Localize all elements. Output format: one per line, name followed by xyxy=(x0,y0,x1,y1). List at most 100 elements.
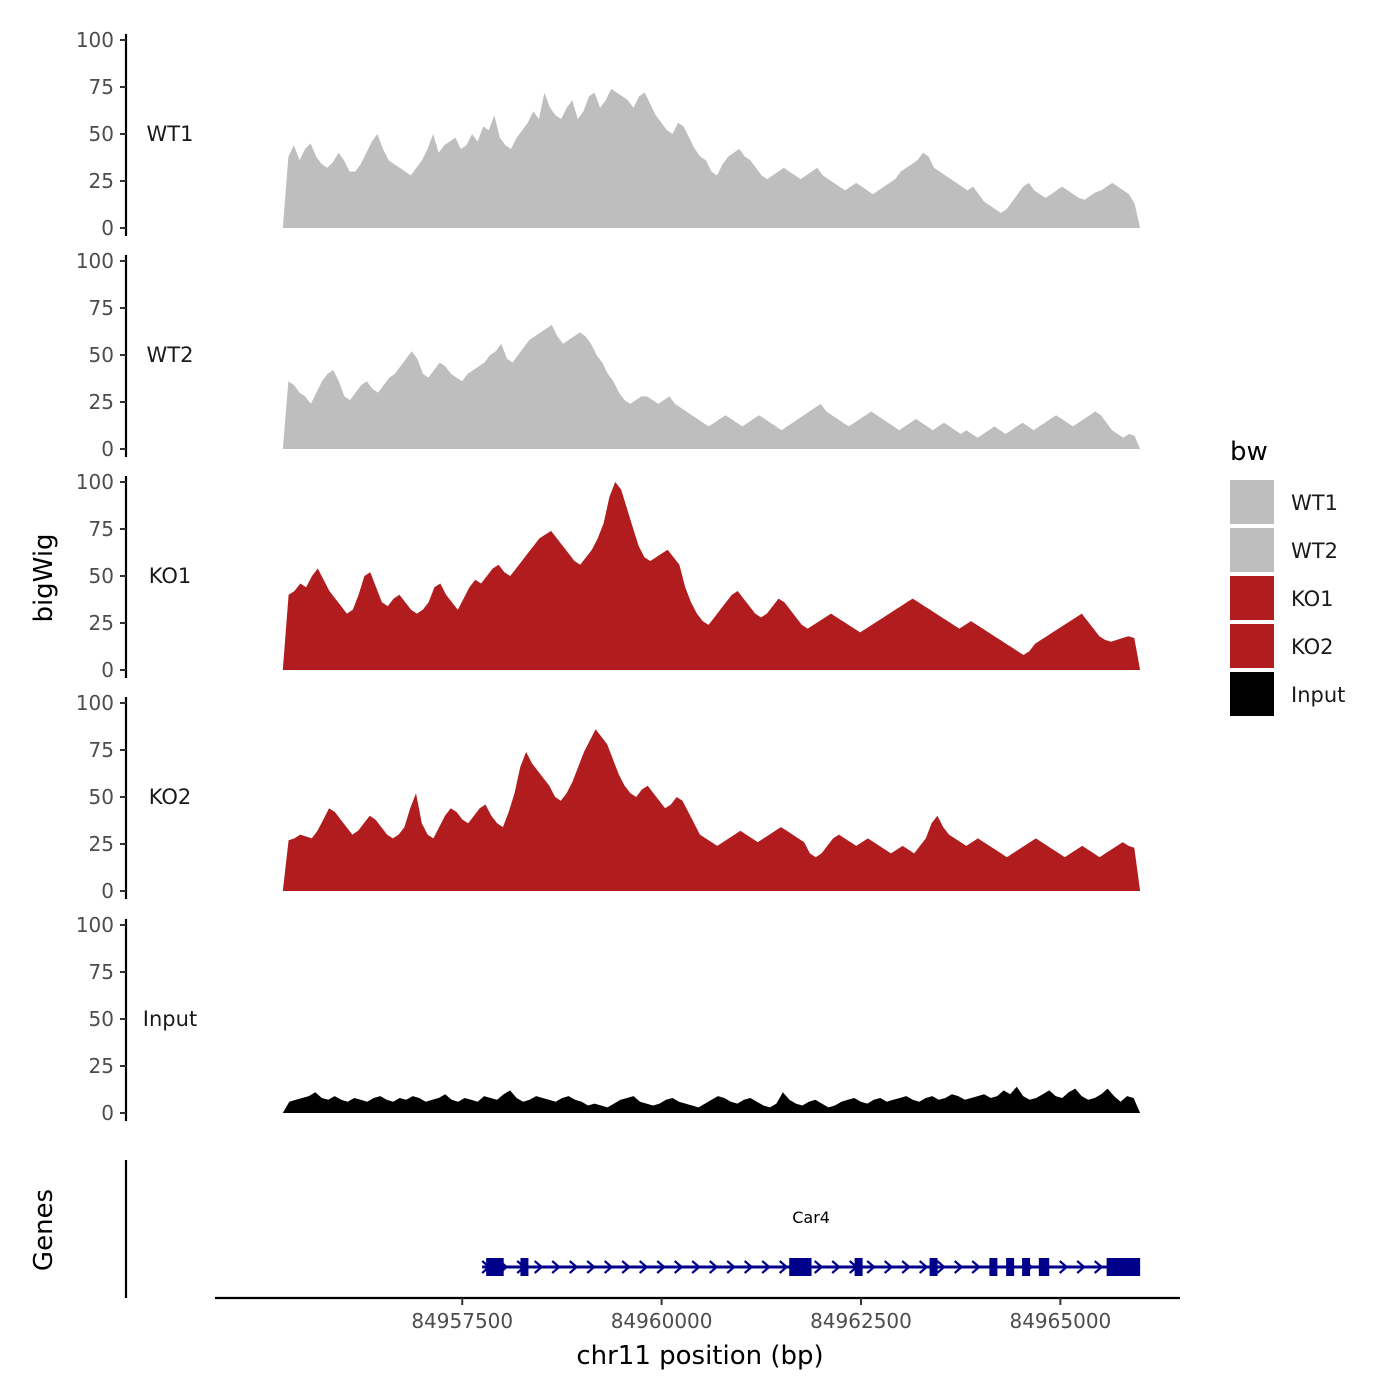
y-axis-title: bigWig xyxy=(29,533,59,622)
strand-arrow xyxy=(953,1260,964,1274)
y-tick-label: 100 xyxy=(76,913,114,937)
track-panel-wt1: 0 25 50 75 100 WT1 xyxy=(76,28,1141,240)
y-tick-label: 75 xyxy=(89,517,114,541)
track-panel-ko2: 0 25 50 75 100 KO2 xyxy=(76,691,1141,903)
legend-label: WT2 xyxy=(1291,539,1338,563)
strand-arrow xyxy=(883,1260,894,1274)
legend-key xyxy=(1230,528,1274,572)
legend-key xyxy=(1230,672,1274,716)
y-tick-label: 0 xyxy=(101,879,114,903)
y-tick-label: 75 xyxy=(89,960,114,984)
y-tick-label: 50 xyxy=(89,785,114,809)
y-tick-label: 75 xyxy=(89,296,114,320)
gene-exon xyxy=(520,1258,529,1276)
legend-key xyxy=(1230,480,1274,524)
strand-arrow xyxy=(1093,1260,1104,1274)
legend-item-input: Input xyxy=(1230,672,1345,716)
signal-area-ko1 xyxy=(282,482,1141,670)
gene-exon xyxy=(1106,1258,1141,1276)
gene-exon xyxy=(1006,1258,1015,1276)
y-tick-label: 25 xyxy=(89,169,114,193)
gene-exon xyxy=(989,1258,998,1276)
legend-item-wt2: WT2 xyxy=(1230,528,1338,572)
track-panel-ko1: 0 25 50 75 100 KO1 xyxy=(76,470,1141,682)
x-tick-label: 84957500 xyxy=(411,1309,513,1333)
y-tick-label: 100 xyxy=(76,691,114,715)
signal-area-wt2 xyxy=(282,324,1141,449)
strand-arrow xyxy=(726,1260,736,1274)
legend: WT1 WT2 KO1 KO2 Input xyxy=(1230,480,1345,716)
y-tick-label: 100 xyxy=(76,470,114,494)
y-tick-label: 50 xyxy=(89,122,114,146)
strand-arrow xyxy=(743,1260,754,1274)
genes-axis-title: Genes xyxy=(29,1189,59,1271)
x-tick-label: 84965000 xyxy=(1009,1309,1111,1333)
y-tick-label: 50 xyxy=(89,564,114,588)
strand-arrow xyxy=(638,1260,649,1274)
legend-label: KO1 xyxy=(1291,587,1334,611)
strand-arrow xyxy=(708,1260,719,1274)
strand-arrow xyxy=(691,1260,701,1274)
strand-arrow xyxy=(831,1260,841,1274)
strand-arrow xyxy=(918,1260,929,1274)
gene-exon xyxy=(789,1258,812,1276)
x-tick-label: 84962500 xyxy=(810,1309,912,1333)
y-tick-label: 75 xyxy=(89,75,114,99)
gene-exon xyxy=(1038,1258,1050,1276)
strand-arrow xyxy=(621,1260,631,1274)
strand-arrow xyxy=(761,1260,771,1274)
gene-exon xyxy=(486,1258,504,1276)
strand-arrow xyxy=(533,1260,544,1274)
x-axis-title: chr11 position (bp) xyxy=(576,1341,823,1371)
track-panel-input: 0 25 50 75 100 Input xyxy=(76,913,1141,1125)
x-axis: 84957500 84960000 84962500 84965000 xyxy=(215,1296,1180,1333)
legend-label: WT1 xyxy=(1291,491,1338,515)
legend-label: Input xyxy=(1291,683,1345,707)
strand-arrow xyxy=(586,1260,596,1274)
track-label-input: Input xyxy=(143,1007,197,1031)
legend-key xyxy=(1230,624,1274,668)
signal-area-wt1 xyxy=(282,88,1141,229)
legend-item-wt1: WT1 xyxy=(1230,480,1338,524)
y-tick-label: 50 xyxy=(89,343,114,367)
track-label-wt1: WT1 xyxy=(147,122,194,146)
y-tick-label: 25 xyxy=(89,832,114,856)
strand-arrow xyxy=(1058,1260,1069,1274)
legend-title: bw xyxy=(1230,437,1268,467)
strand-arrow xyxy=(656,1260,666,1274)
legend-item-ko2: KO2 xyxy=(1230,624,1334,668)
signal-area-input xyxy=(282,1086,1141,1113)
y-tick-label: 100 xyxy=(76,249,114,273)
strand-arrow xyxy=(603,1260,614,1274)
y-tick-label: 25 xyxy=(89,390,114,414)
strand-arrow xyxy=(813,1260,824,1274)
strand-arrow xyxy=(901,1260,911,1274)
y-tick-label: 25 xyxy=(89,611,114,635)
legend-key xyxy=(1230,576,1274,620)
legend-label: KO2 xyxy=(1291,635,1334,659)
track-label-ko1: KO1 xyxy=(149,564,192,588)
gene-exon xyxy=(1022,1258,1031,1276)
strand-arrow xyxy=(673,1260,684,1274)
track-panel-wt2: 0 25 50 75 100 WT2 xyxy=(76,249,1141,461)
legend-item-ko1: KO1 xyxy=(1230,576,1334,620)
y-tick-label: 0 xyxy=(101,216,114,240)
y-tick-label: 0 xyxy=(101,658,114,682)
strand-arrow xyxy=(866,1260,876,1274)
x-tick-label: 84960000 xyxy=(611,1309,713,1333)
track-label-wt2: WT2 xyxy=(147,343,194,367)
y-tick-label: 0 xyxy=(101,1101,114,1125)
strand-arrow xyxy=(551,1260,561,1274)
tracks-group: 0255075100WT10255075100WT20255075100KO10… xyxy=(76,28,1141,1125)
y-tick-label: 75 xyxy=(89,738,114,762)
strand-arrow xyxy=(1076,1260,1086,1274)
strand-arrow xyxy=(971,1260,981,1274)
y-tick-label: 25 xyxy=(89,1054,114,1078)
strand-arrow xyxy=(936,1260,946,1274)
strand-arrow xyxy=(778,1260,789,1274)
gene-label: Car4 xyxy=(792,1208,830,1227)
y-tick-label: 50 xyxy=(89,1007,114,1031)
y-tick-label: 0 xyxy=(101,437,114,461)
